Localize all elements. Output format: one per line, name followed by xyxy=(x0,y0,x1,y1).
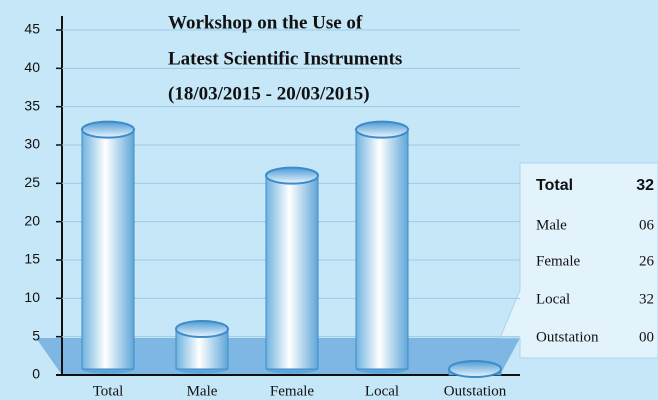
chart-title: Latest Scientific Instruments xyxy=(168,48,402,69)
bar xyxy=(355,129,409,370)
bar-top xyxy=(265,166,319,185)
summary-label: Female xyxy=(536,253,580,269)
summary-label: Total xyxy=(536,177,573,194)
bar xyxy=(265,175,319,370)
y-tick-label: 0 xyxy=(32,366,40,382)
chart-title: (18/03/2015 - 20/03/2015) xyxy=(168,83,370,104)
y-tick-label: 40 xyxy=(24,59,40,75)
summary-label: Outstation xyxy=(536,329,599,345)
summary-value: 06 xyxy=(639,217,655,233)
chart-title: Workshop on the Use of xyxy=(168,12,363,33)
y-tick-label: 10 xyxy=(24,289,40,305)
y-tick-label: 5 xyxy=(32,327,40,343)
y-tick-label: 25 xyxy=(24,174,40,190)
x-tick-label: Female xyxy=(270,383,314,399)
x-tick-label: Male xyxy=(187,383,218,399)
bar xyxy=(81,129,135,370)
summary-label: Male xyxy=(536,217,567,233)
y-tick-label: 35 xyxy=(24,97,40,113)
bar-top xyxy=(355,120,409,139)
bar-top xyxy=(81,120,135,139)
y-tick-label: 45 xyxy=(24,21,40,37)
summary-value: 00 xyxy=(639,329,654,345)
summary-label: Local xyxy=(536,291,570,307)
summary-value: 32 xyxy=(636,177,654,194)
y-tick-label: 20 xyxy=(24,212,40,228)
summary-value: 32 xyxy=(639,291,654,307)
y-tick-label: 15 xyxy=(24,251,40,267)
x-tick-label: Outstation xyxy=(444,383,507,399)
summary-value: 26 xyxy=(639,253,655,269)
bar-top xyxy=(448,360,502,378)
x-tick-label: Local xyxy=(365,383,399,399)
bars xyxy=(81,120,502,378)
y-tick-label: 30 xyxy=(24,136,40,152)
bar-top xyxy=(175,320,229,338)
x-tick-label: Total xyxy=(93,383,124,399)
